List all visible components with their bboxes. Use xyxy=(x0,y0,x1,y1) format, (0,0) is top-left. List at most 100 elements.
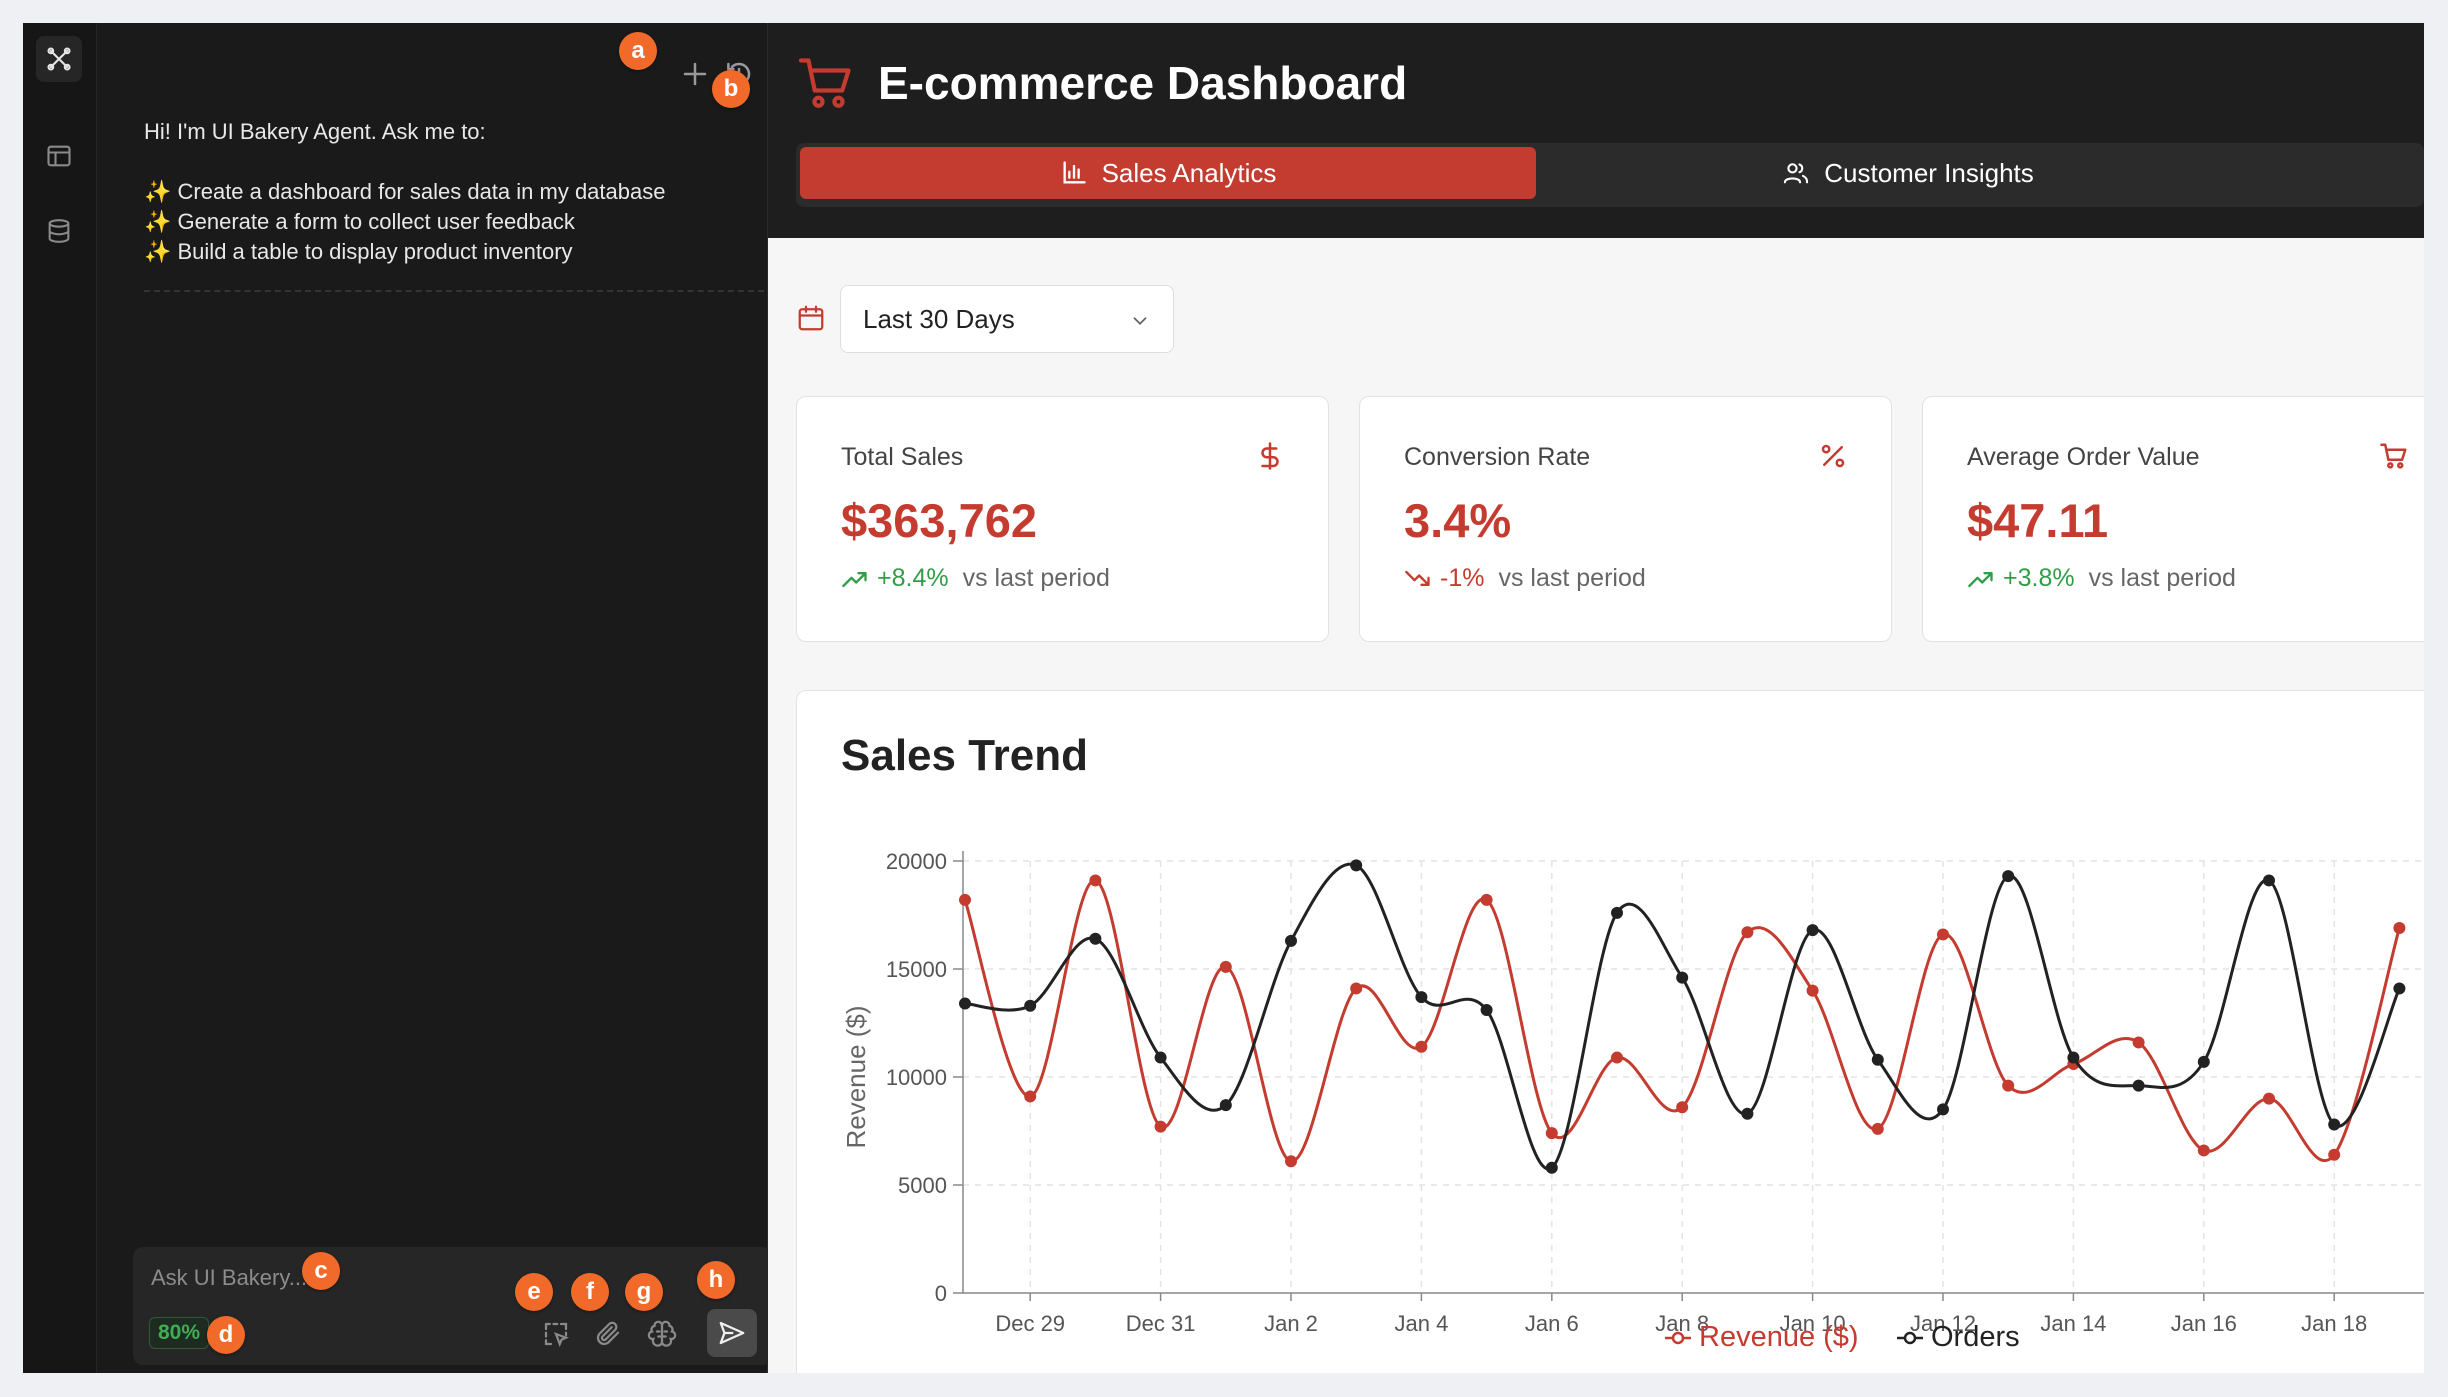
data-point xyxy=(1219,960,1232,973)
kpi-label: Average Order Value xyxy=(1967,443,2200,471)
send-button[interactable] xyxy=(707,1309,757,1357)
data-point xyxy=(2328,1118,2341,1131)
chat-composer: 80% xyxy=(133,1247,772,1365)
kpi-delta: -1% xyxy=(1440,564,1485,592)
agent-logo-icon xyxy=(47,47,71,71)
data-point xyxy=(2393,921,2406,934)
x-tick-label: Jan 16 xyxy=(2171,1311,2237,1336)
tab-customer-insights[interactable]: Customer Insights xyxy=(1540,147,2276,199)
x-tick-label: Jan 8 xyxy=(1655,1311,1709,1336)
data-point xyxy=(1089,874,1102,887)
x-tick-label: Jan 4 xyxy=(1394,1311,1448,1336)
data-point xyxy=(1154,1051,1167,1064)
data-point xyxy=(1285,934,1297,947)
kpi-value: 3.4% xyxy=(1404,494,1512,547)
data-point xyxy=(2197,1144,2210,1157)
data-point xyxy=(2263,874,2275,887)
select-element-button[interactable] xyxy=(541,1319,573,1351)
database-nav-button[interactable] xyxy=(36,208,82,254)
reasoning-toggle-button[interactable] xyxy=(647,1319,679,1351)
select-element-icon xyxy=(544,1322,570,1348)
x-tick-label: Jan 14 xyxy=(2040,1311,2106,1336)
dashboard-header: E-commerce Dashboard Sales Analytics Cus… xyxy=(768,23,2424,238)
plus-icon xyxy=(683,62,707,86)
data-point xyxy=(1937,1103,1949,1116)
kpi-delta: +8.4% xyxy=(877,564,949,592)
data-point xyxy=(1415,1040,1428,1053)
send-icon xyxy=(719,1321,745,1345)
data-point xyxy=(1154,1120,1167,1133)
x-tick-label: Dec 31 xyxy=(1126,1311,1196,1336)
legend-swatch-marker xyxy=(1903,1331,1917,1345)
chart-title: Sales Trend xyxy=(841,731,1089,780)
agent-nav-button[interactable] xyxy=(36,36,82,82)
data-point xyxy=(1480,1004,1493,1017)
data-point xyxy=(2263,1092,2275,1105)
tab-label: Customer Insights xyxy=(1824,157,2034,188)
kpi-card-total-sales: Total Sales $363,762 +8.4% vs last perio… xyxy=(796,396,1329,642)
greeting-text: Hi! I'm UI Bakery Agent. Ask me to: xyxy=(144,119,486,144)
data-point xyxy=(1024,1090,1037,1103)
kpi-value: $47.11 xyxy=(1967,494,2109,547)
data-point xyxy=(1611,1051,1623,1064)
new-chat-button[interactable] xyxy=(680,59,710,89)
data-point xyxy=(1676,971,1689,984)
attach-button[interactable] xyxy=(593,1319,625,1351)
chevron-down-icon xyxy=(1133,317,1147,326)
tab-sales-analytics[interactable]: Sales Analytics xyxy=(800,147,1536,199)
kpi-label: Conversion Rate xyxy=(1404,443,1591,471)
app-window: Hi! I'm UI Bakery Agent. Ask me to: ✨ Cr… xyxy=(23,23,2424,1373)
icon-rail xyxy=(23,23,97,1373)
date-range-select[interactable]: Last 30 Days xyxy=(840,285,1174,353)
bar-chart-icon xyxy=(1063,161,1086,184)
data-point xyxy=(1937,928,1949,941)
data-point xyxy=(1350,982,1363,995)
y-tick-label: 10000 xyxy=(886,1065,947,1090)
layout-icon xyxy=(47,145,71,167)
kpi-card-conversion-rate: Conversion Rate 3.4% -1% vs last period xyxy=(1359,396,1892,642)
pages-nav-button[interactable] xyxy=(36,133,82,179)
x-tick-label: Jan 6 xyxy=(1525,1311,1579,1336)
dashboard-canvas: E-commerce Dashboard Sales Analytics Cus… xyxy=(768,23,2424,1373)
data-point xyxy=(1741,926,1754,939)
data-point xyxy=(1806,924,1819,937)
x-tick-label: Dec 29 xyxy=(995,1311,1065,1336)
legend-label: Orders xyxy=(1931,1321,2020,1353)
data-point xyxy=(1545,1127,1558,1140)
marker-c: c xyxy=(302,1252,340,1290)
series-line-orders xyxy=(964,862,2401,1171)
tab-label: Sales Analytics xyxy=(1101,157,1277,188)
data-point xyxy=(1741,1107,1754,1120)
legend-label: Revenue ($) xyxy=(1699,1321,1859,1353)
data-point xyxy=(1676,1101,1689,1114)
data-point xyxy=(1871,1122,1884,1135)
data-point xyxy=(1415,991,1428,1004)
suggestion-item: ✨ Create a dashboard for sales data in m… xyxy=(144,179,666,204)
users-icon xyxy=(1784,163,1809,184)
data-point xyxy=(959,997,971,1010)
shopping-cart-icon xyxy=(798,58,851,108)
data-point xyxy=(1806,984,1819,997)
data-point xyxy=(959,893,971,906)
kpi-delta-suffix: vs last period xyxy=(2088,564,2236,592)
marker-a: a xyxy=(619,32,657,70)
y-tick-label: 5000 xyxy=(898,1173,947,1198)
chat-input[interactable] xyxy=(149,1261,573,1295)
y-tick-label: 20000 xyxy=(886,849,947,874)
kpi-value: $363,762 xyxy=(841,494,1038,547)
agent-chat-panel: Hi! I'm UI Bakery Agent. Ask me to: ✨ Cr… xyxy=(97,23,772,1373)
kpi-trend: +8.4% vs last period xyxy=(841,564,1110,593)
agent-greeting: Hi! I'm UI Bakery Agent. Ask me to: ✨ Cr… xyxy=(144,117,764,267)
kpi-trend: -1% vs last period xyxy=(1404,564,1646,593)
x-tick-label: Jan 10 xyxy=(1780,1311,1846,1336)
data-point xyxy=(1350,859,1363,872)
cart-icon xyxy=(2380,443,2407,469)
y-tick-label: 0 xyxy=(935,1281,947,1306)
dollar-icon xyxy=(1261,442,1279,470)
data-point xyxy=(1285,1155,1297,1168)
kpi-trend: +3.8% vs last period xyxy=(1967,564,2236,593)
page-title: E-commerce Dashboard xyxy=(878,57,1408,109)
brain-icon xyxy=(647,1320,677,1347)
data-point xyxy=(2002,1079,2015,1092)
x-tick-label: Jan 18 xyxy=(2301,1311,2367,1336)
